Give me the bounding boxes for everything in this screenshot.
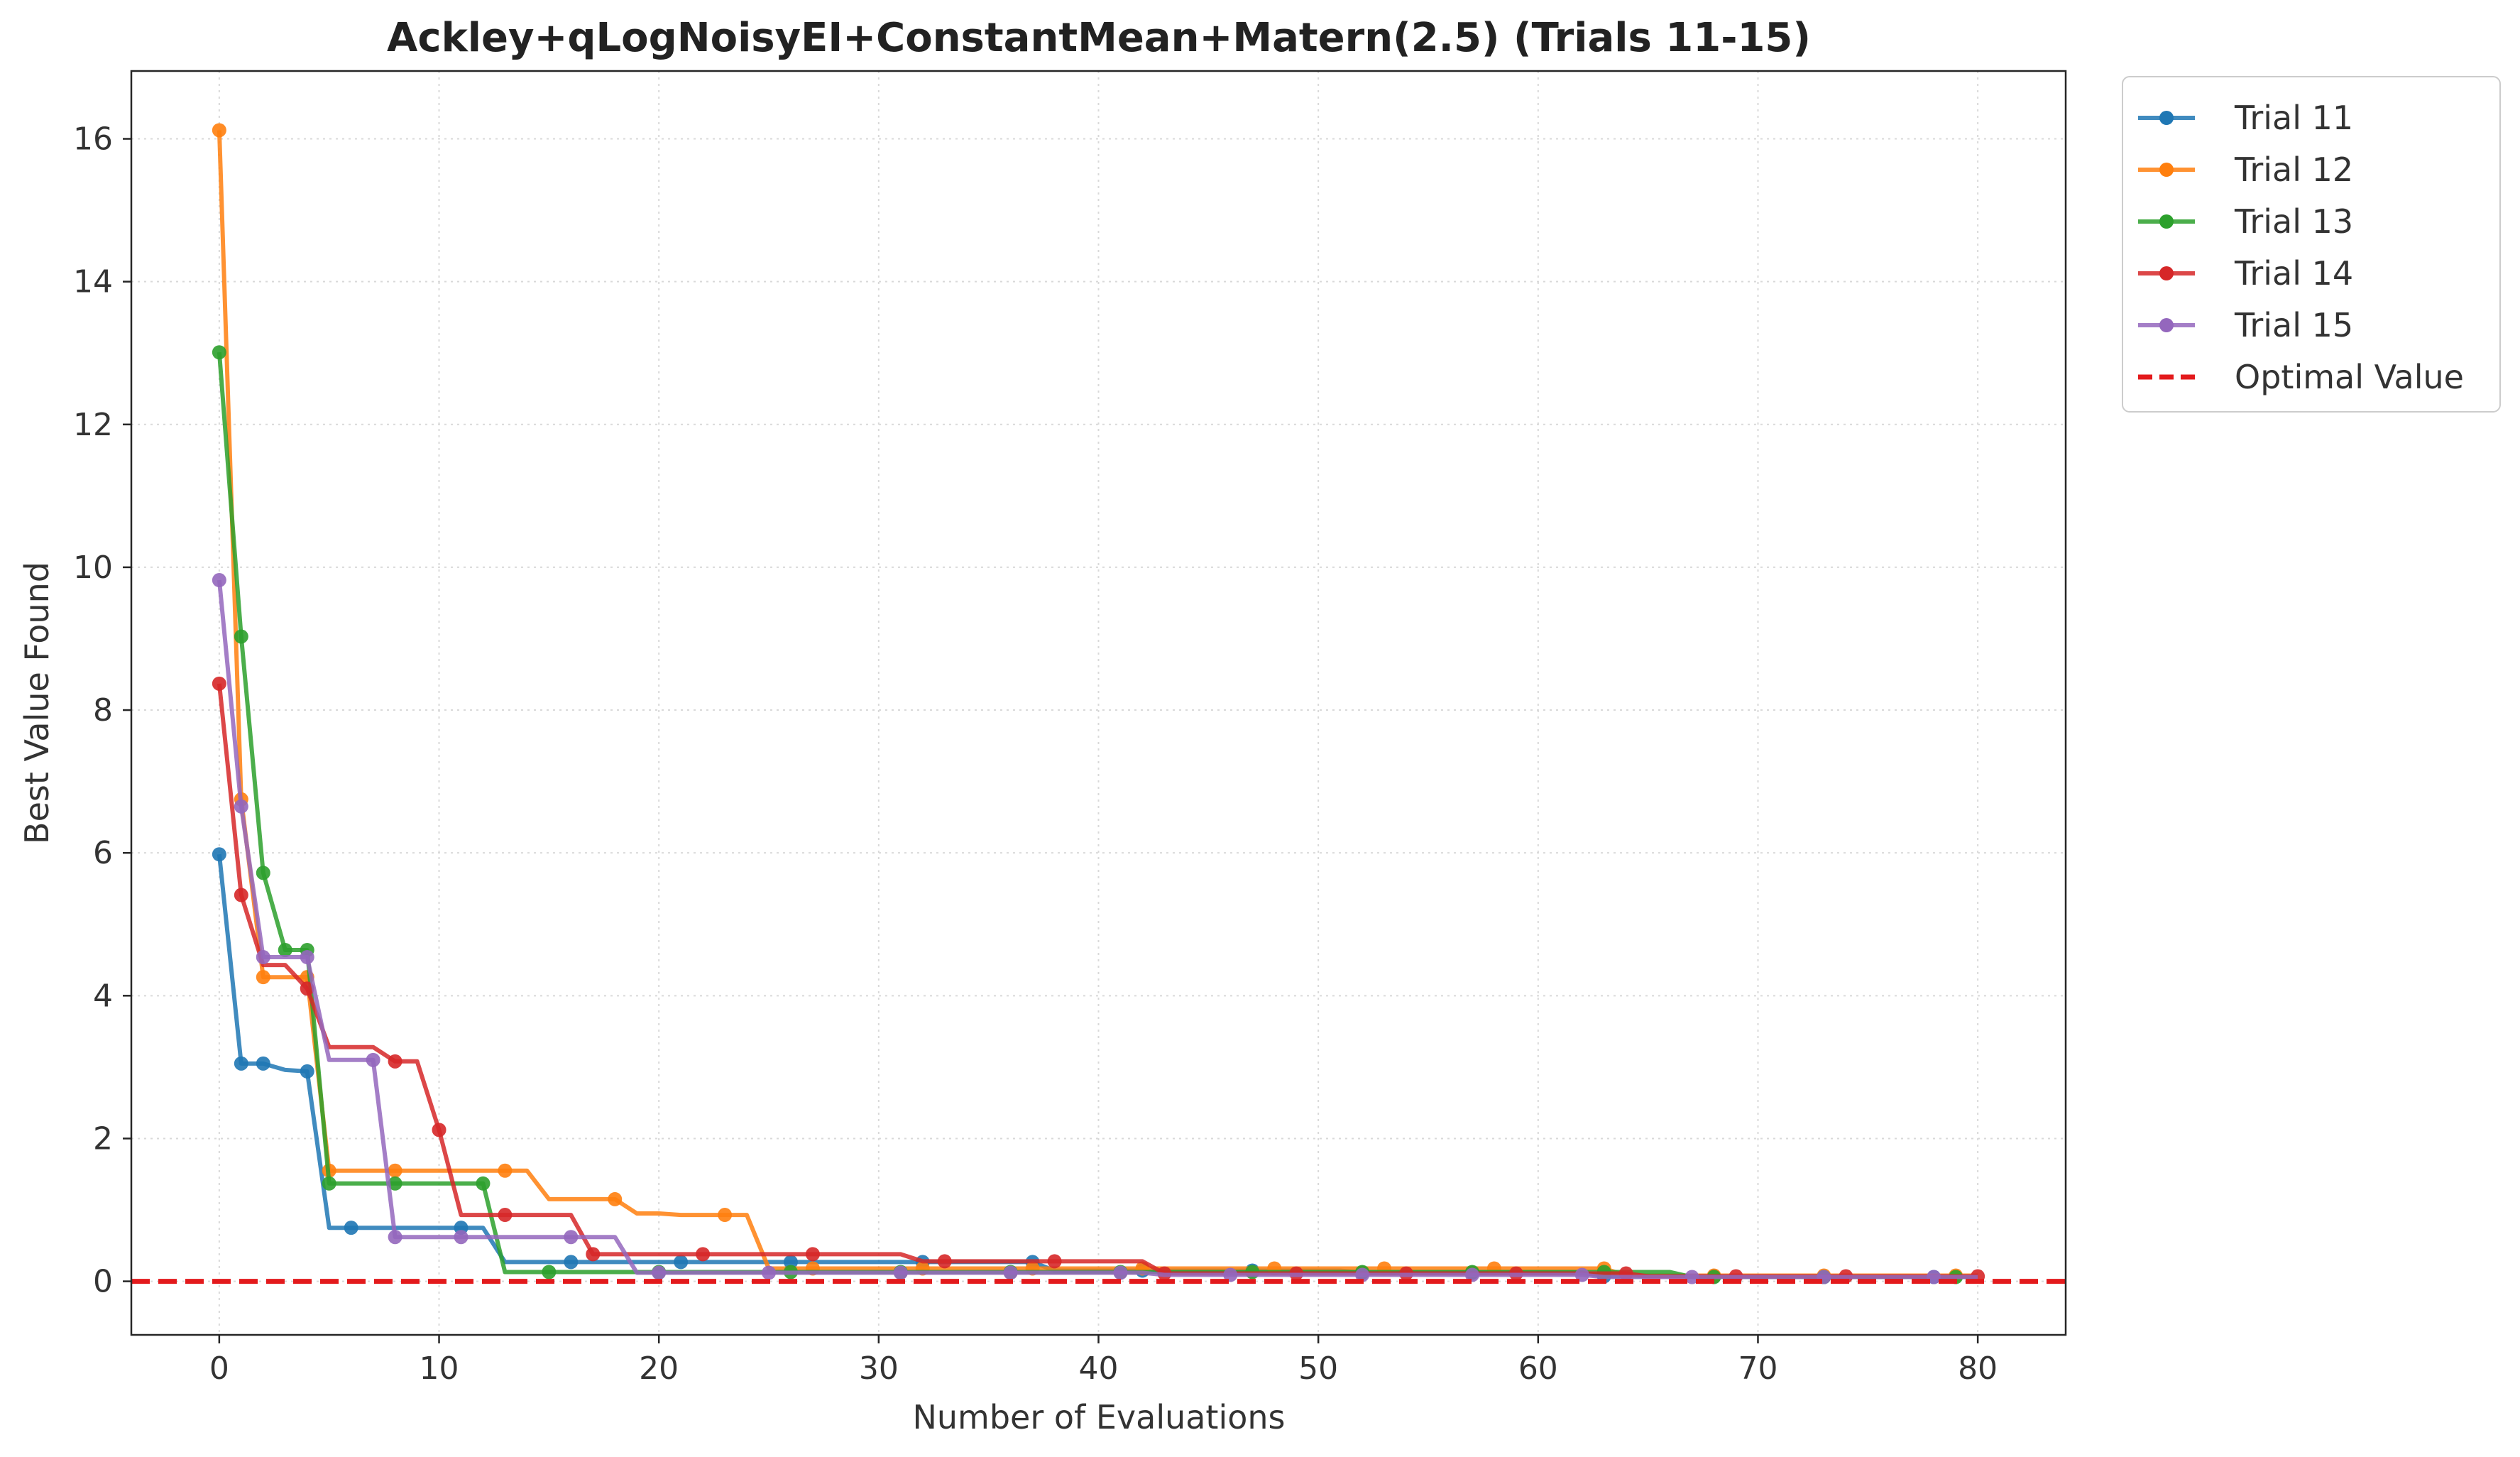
x-tick-label: 70 <box>1738 1350 1777 1387</box>
y-tick-label: 14 <box>73 264 113 300</box>
data-point <box>454 1230 469 1245</box>
data-point <box>212 573 226 588</box>
data-point <box>234 799 248 814</box>
x-tick-label: 80 <box>1958 1350 1998 1387</box>
x-tick-label: 10 <box>420 1350 459 1387</box>
data-point <box>498 1208 513 1223</box>
y-tick-label: 2 <box>93 1120 113 1157</box>
data-point <box>652 1265 667 1280</box>
series-trial-15 <box>212 573 1978 1284</box>
data-point <box>674 1255 689 1270</box>
data-point <box>1355 1267 1370 1282</box>
y-axis-label: Best Value Found <box>18 562 56 844</box>
data-point <box>542 1265 557 1279</box>
x-tick-label: 30 <box>859 1350 899 1387</box>
data-point <box>344 1221 358 1235</box>
legend-label: Trial 12 <box>2234 151 2353 189</box>
legend-label: Trial 11 <box>2234 99 2353 137</box>
y-tick-label: 6 <box>93 835 113 871</box>
plot-series <box>131 123 2066 1284</box>
x-tick-label: 40 <box>1079 1350 1119 1387</box>
data-point <box>564 1255 579 1270</box>
data-point <box>432 1123 447 1137</box>
data-point <box>783 1255 798 1270</box>
x-tick-label: 20 <box>639 1350 679 1387</box>
y-tick-label: 8 <box>93 692 113 728</box>
data-point <box>234 629 248 644</box>
data-point <box>256 1056 270 1071</box>
data-point <box>696 1247 711 1262</box>
data-point <box>893 1265 908 1280</box>
x-tick-label: 60 <box>1518 1350 1558 1387</box>
y-tick-label: 12 <box>73 407 113 443</box>
y-tick-label: 0 <box>93 1264 113 1300</box>
data-point <box>300 981 314 996</box>
legend-label: Optimal Value <box>2235 358 2464 396</box>
legend-marker <box>2159 111 2174 125</box>
legend-entry: Trial 13 <box>2138 202 2353 241</box>
data-point <box>1003 1265 1018 1280</box>
data-point <box>388 1176 402 1191</box>
legend-entry: Trial 11 <box>2138 99 2353 137</box>
data-point <box>212 676 226 691</box>
data-point <box>805 1247 820 1262</box>
data-point <box>718 1208 733 1223</box>
data-point <box>366 1052 380 1067</box>
data-point <box>564 1230 579 1245</box>
data-point <box>388 1230 402 1245</box>
data-point <box>300 950 314 965</box>
data-point <box>256 950 270 965</box>
legend-label: Trial 13 <box>2234 202 2353 241</box>
data-point <box>1927 1270 1941 1284</box>
data-point <box>256 970 270 985</box>
data-point <box>212 345 226 360</box>
data-point <box>1574 1267 1589 1282</box>
data-point <box>322 1176 336 1191</box>
data-point <box>212 847 226 862</box>
legend-entry: Trial 12 <box>2138 151 2353 189</box>
legend-marker <box>2159 214 2174 229</box>
data-point <box>762 1265 777 1280</box>
legend-box <box>2122 76 2501 413</box>
chart-title: Ackley+qLogNoisyEI+ConstantMean+Matern(2… <box>387 15 1811 61</box>
y-tick-label: 16 <box>73 121 113 158</box>
data-point <box>937 1254 952 1269</box>
legend-label: Trial 15 <box>2234 306 2353 344</box>
data-point <box>608 1191 623 1206</box>
data-point <box>1464 1267 1479 1282</box>
legend-marker <box>2159 318 2174 332</box>
series-line <box>217 579 1978 1279</box>
legend-entry: Trial 15 <box>2138 306 2353 344</box>
grid-lines <box>131 71 2066 1335</box>
data-point <box>234 888 248 902</box>
data-point <box>476 1176 491 1191</box>
data-point <box>388 1163 402 1178</box>
legend: Trial 11 Trial 12 Trial 13 Trial 14 Trial 15… <box>2122 76 2501 413</box>
data-point <box>498 1163 513 1178</box>
data-point <box>300 1064 314 1079</box>
y-tick-label: 4 <box>93 978 113 1014</box>
x-axis-label: Number of Evaluations <box>912 1398 1285 1436</box>
legend-entry: Trial 14 <box>2138 254 2353 293</box>
data-point <box>586 1247 601 1262</box>
data-point <box>1047 1254 1062 1269</box>
data-point <box>1684 1270 1699 1284</box>
y-tick-label: 10 <box>73 550 113 586</box>
x-tick-label: 50 <box>1298 1350 1338 1387</box>
legend-label: Trial 14 <box>2234 254 2353 293</box>
legend-entry: Optimal Value <box>2138 358 2464 396</box>
data-point <box>1113 1265 1128 1280</box>
legend-marker <box>2159 266 2174 280</box>
axis-ticks: 0 10 20 30 40 50 60 70 80 0 2 4 6 8 10 12 14 16 <box>73 121 1998 1387</box>
data-point <box>212 123 226 138</box>
data-point <box>256 866 270 880</box>
x-tick-label: 0 <box>209 1350 229 1387</box>
data-point <box>234 1056 248 1071</box>
legend-marker <box>2159 163 2174 177</box>
data-point <box>278 942 292 957</box>
data-point <box>388 1054 402 1069</box>
data-point <box>1223 1267 1238 1282</box>
